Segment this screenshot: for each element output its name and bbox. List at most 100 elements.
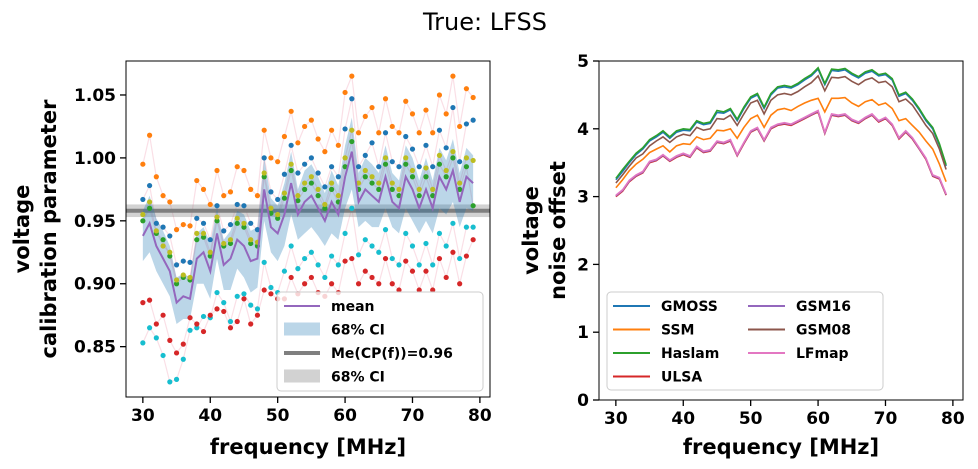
sample-point (214, 214, 220, 220)
sample-point (369, 140, 375, 146)
sample-point (396, 262, 402, 268)
x-tick-label: 30 (131, 406, 155, 426)
sample-point (403, 133, 409, 140)
sample-point (443, 274, 449, 281)
sample-point (254, 227, 261, 233)
sample-point (288, 274, 294, 281)
sample-point (288, 142, 294, 148)
sample-point (463, 164, 470, 170)
sample-point (463, 86, 470, 92)
sample-point (416, 164, 422, 170)
sample-point (342, 155, 348, 161)
sample-point (416, 287, 422, 293)
calibration-parameter-plot: 30 40 50 60 70 80 0.85 0.90 0.95 1.00 1.05 frequen… (10, 60, 492, 459)
sample-point (355, 164, 362, 170)
sample-point (355, 130, 362, 136)
y-tick-label: 5 (577, 52, 589, 72)
sample-point (241, 296, 247, 302)
legend-label: Me(CP(f))=0.96 (331, 346, 453, 362)
sample-point (463, 224, 470, 230)
sample-point (167, 253, 173, 259)
sample-point (342, 258, 348, 264)
sample-point (187, 274, 193, 281)
sample-point (436, 255, 443, 262)
sample-point (160, 193, 166, 199)
sample-point (396, 164, 402, 170)
sample-point (443, 174, 449, 180)
sample-point (315, 186, 321, 192)
sample-point (349, 255, 355, 262)
sample-point (396, 287, 402, 293)
sample-point (382, 96, 389, 102)
sample-point (450, 73, 456, 79)
sample-point (443, 243, 449, 249)
sample-point (173, 376, 180, 382)
sample-point (275, 215, 281, 221)
sample-point (187, 259, 193, 265)
sample-point (450, 249, 456, 255)
legend-label: 68% CI (331, 323, 385, 339)
sample-point (322, 201, 328, 208)
sample-point (227, 221, 234, 228)
noise-plot-area (615, 66, 947, 198)
sample-point (200, 234, 207, 240)
sample-point (396, 193, 402, 199)
sample-point (180, 258, 186, 264)
sample-point (355, 281, 362, 287)
sample-point (153, 335, 159, 341)
sample-point (146, 205, 153, 211)
sample-point (281, 171, 288, 177)
sample-point (261, 155, 267, 161)
sample-point (302, 123, 308, 130)
sample-point (457, 255, 463, 262)
sample-point (430, 193, 436, 199)
sample-point (308, 249, 314, 255)
x-tick-label: 50 (739, 409, 763, 429)
series-line (615, 74, 947, 184)
sample-point (436, 230, 443, 237)
sample-point (194, 177, 200, 184)
sample-point (362, 268, 368, 274)
sample-point (180, 356, 186, 362)
sample-point (416, 186, 422, 192)
sample-point (389, 186, 395, 192)
sample-point (342, 126, 348, 132)
sample-point (436, 161, 443, 167)
sample-point (430, 186, 436, 192)
sample-point (261, 127, 267, 133)
sample-point (328, 281, 335, 287)
sample-point (470, 224, 476, 230)
sample-point (423, 268, 429, 274)
sample-point (470, 94, 476, 101)
sample-point (241, 220, 247, 226)
sample-point (450, 104, 456, 111)
sample-point (382, 155, 389, 161)
sample-point (295, 170, 301, 176)
sample-point (295, 140, 301, 146)
sample-point (369, 243, 375, 249)
sample-point (349, 138, 355, 145)
sample-point (248, 237, 254, 243)
sample-point (457, 123, 463, 130)
series-line (615, 96, 947, 189)
sample-point (288, 167, 294, 174)
sample-point (409, 243, 416, 249)
x-tick-label: 80 (468, 406, 492, 426)
sample-point (248, 321, 254, 327)
sample-point (194, 237, 200, 243)
sample-point (214, 289, 220, 296)
sample-point (376, 249, 382, 255)
y-tick-label: 1.05 (74, 86, 116, 106)
x-tick-label: 50 (266, 406, 290, 426)
sample-point (355, 180, 362, 186)
sample-point (403, 161, 409, 167)
sample-point (430, 287, 436, 293)
sample-point (281, 195, 288, 201)
sample-point (450, 155, 456, 161)
sample-point (146, 132, 153, 138)
sample-point (200, 220, 207, 226)
sample-point (160, 352, 166, 359)
sample-point (288, 108, 294, 114)
sample-point (362, 113, 368, 119)
sample-point (423, 142, 429, 148)
